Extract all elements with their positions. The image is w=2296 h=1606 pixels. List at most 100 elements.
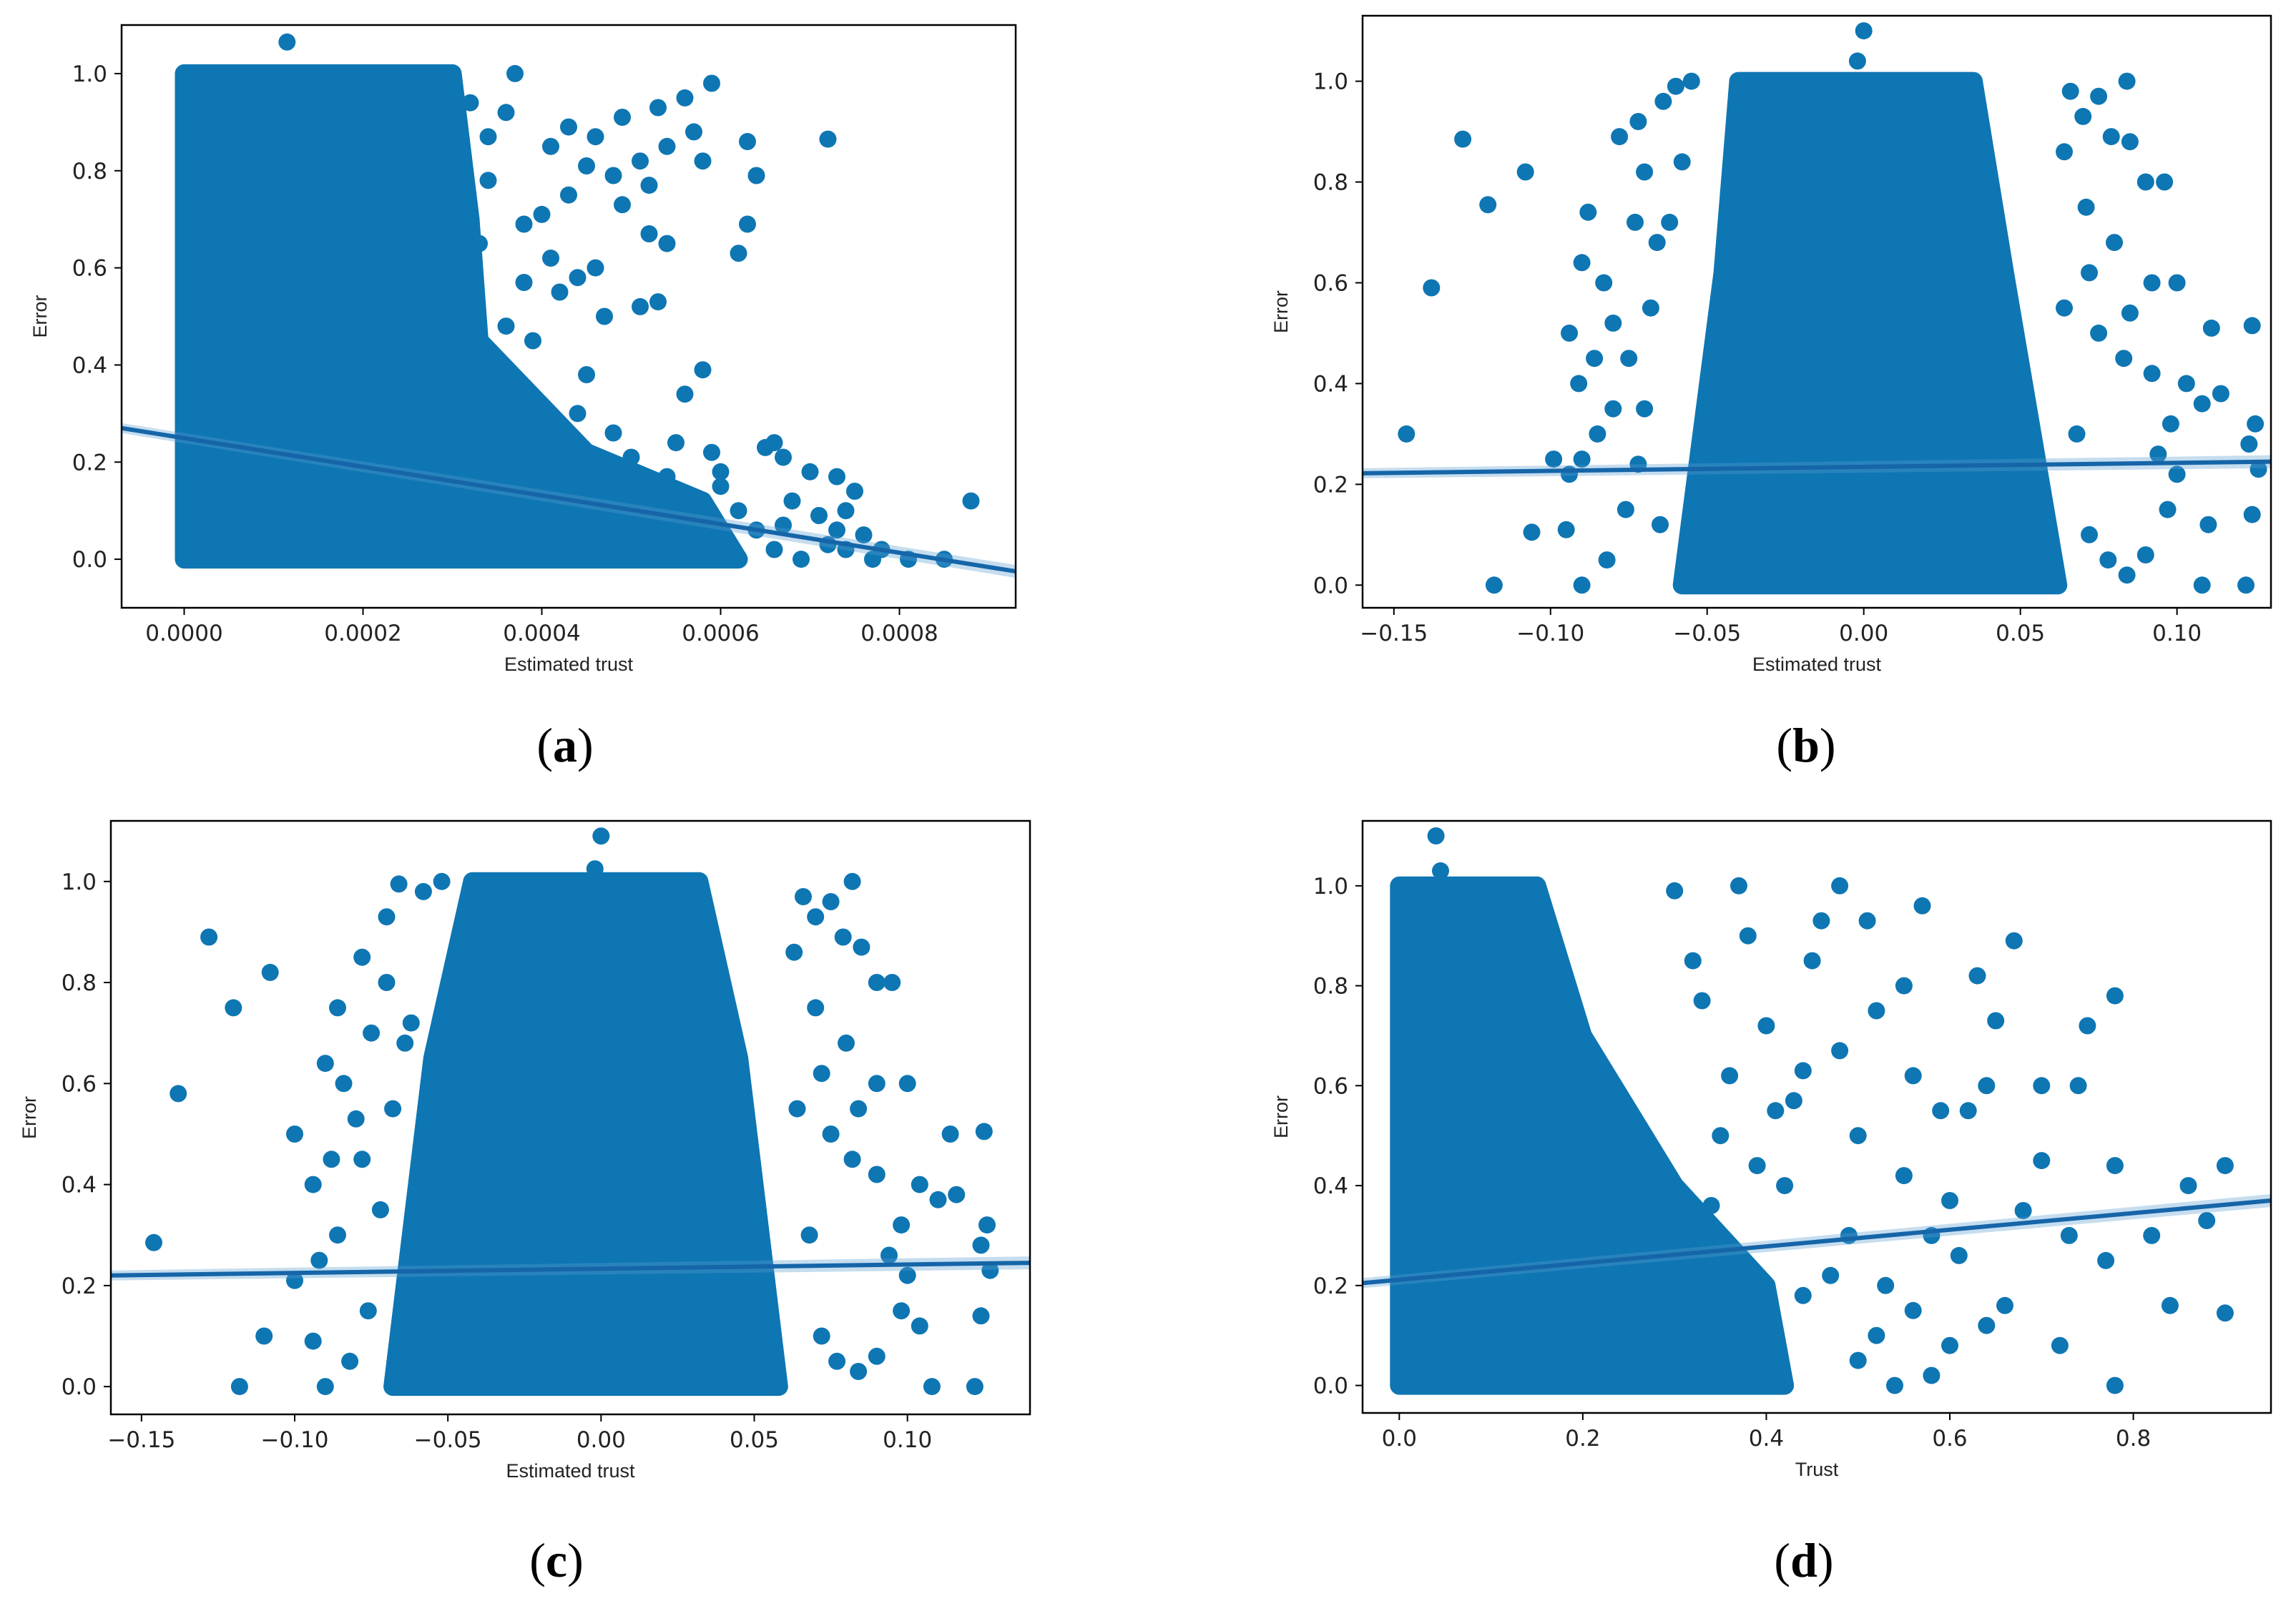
scatter-point xyxy=(596,473,613,491)
scatter-point xyxy=(898,1075,916,1093)
y-tick-label: 0.8 xyxy=(72,159,107,184)
scatter-point xyxy=(640,225,658,242)
scatter-point xyxy=(2074,107,2092,125)
x-tick-label: 0.0006 xyxy=(682,621,759,646)
scatter-point xyxy=(739,215,756,233)
scatter-point xyxy=(2179,1177,2197,1195)
x-tick-label: −0.10 xyxy=(261,1427,329,1453)
y-axis-title: Error xyxy=(1270,290,1292,333)
scatter-point xyxy=(2033,1077,2051,1095)
y-tick-label: 0.0 xyxy=(62,1374,97,1400)
scatter-point xyxy=(479,128,497,146)
scatter-point xyxy=(200,928,218,946)
scatter-point xyxy=(632,297,649,315)
scatter-point xyxy=(721,546,738,563)
scatter-point xyxy=(2081,526,2098,543)
scatter-point xyxy=(506,380,524,398)
scatter-point xyxy=(2159,501,2177,518)
caption-d: (d) xyxy=(1774,1533,1833,1587)
scatter-point xyxy=(1586,350,1604,368)
caption-c-letter: c xyxy=(546,1533,567,1587)
scatter-point xyxy=(2199,516,2217,533)
scatter-point xyxy=(793,551,810,568)
scatter-point xyxy=(560,118,577,136)
scatter-point xyxy=(1959,1102,1977,1120)
scatter-point xyxy=(2060,1226,2078,1244)
scatter-point xyxy=(685,521,702,539)
scatter-point xyxy=(2202,319,2220,337)
scatter-point xyxy=(739,133,756,150)
scatter-point xyxy=(2177,375,2195,393)
scatter-point xyxy=(347,1110,365,1128)
scatter-point xyxy=(1794,1062,1812,1080)
scatter-point xyxy=(1739,927,1757,945)
x-tick-label: 0.0000 xyxy=(145,621,222,646)
scatter-point xyxy=(453,375,470,393)
plot-frame xyxy=(120,24,1017,609)
scatter-point xyxy=(883,974,901,991)
scatter-point xyxy=(1545,450,1563,468)
scatter-point xyxy=(685,123,702,141)
scatter-point xyxy=(1604,400,1622,418)
scatter-point xyxy=(868,1166,885,1183)
scatter-point xyxy=(785,943,803,961)
scatter-point xyxy=(278,33,296,51)
x-tick-label: −0.15 xyxy=(1360,621,1428,646)
scatter-point xyxy=(2079,1017,2096,1035)
scatter-point xyxy=(1611,128,1629,146)
scatter-point xyxy=(2247,415,2265,433)
scatter-point xyxy=(2143,1226,2161,1244)
scatter-point xyxy=(2136,173,2154,191)
scatter-point xyxy=(497,104,515,122)
scatter-point xyxy=(225,999,242,1017)
scatter-point xyxy=(1693,992,1711,1010)
scatter-point xyxy=(461,94,479,112)
scatter-point xyxy=(667,434,685,452)
scatter-point xyxy=(551,283,569,301)
scatter-point xyxy=(864,551,881,568)
scatter-point xyxy=(1895,1167,1913,1185)
x-tick-label: 0.0 xyxy=(1382,1426,1417,1452)
y-tick-label: 0.0 xyxy=(1313,1374,1348,1399)
regression-line xyxy=(1363,1198,2271,1286)
scatter-point xyxy=(795,888,812,905)
scatter-point xyxy=(658,137,676,155)
scatter-point xyxy=(694,361,712,379)
scatter-point xyxy=(1570,375,1588,393)
y-tick-label: 0.8 xyxy=(62,970,97,996)
scatter-point xyxy=(2014,1202,2032,1219)
scatter-point xyxy=(443,259,461,277)
x-tick-label: 0.10 xyxy=(2152,621,2202,646)
scatter-point xyxy=(838,1034,855,1052)
y-tick-label: 0.2 xyxy=(1313,1274,1348,1299)
scatter-point xyxy=(2243,317,2261,335)
scatter-point xyxy=(1616,501,1634,518)
scatter-point xyxy=(923,1378,941,1396)
scatter-point xyxy=(2216,1157,2234,1175)
scatter-point xyxy=(978,1216,996,1234)
y-tick-label: 0.4 xyxy=(62,1173,97,1198)
scatter-point xyxy=(813,1065,830,1083)
scatter-point xyxy=(2193,576,2211,594)
scatter-point xyxy=(2237,576,2255,594)
scatter-point xyxy=(1604,314,1622,332)
y-tick-label: 1.0 xyxy=(1313,69,1348,95)
x-tick-label: −0.15 xyxy=(107,1427,175,1453)
caption-b-letter: b xyxy=(1792,718,1820,772)
scatter-point xyxy=(1666,882,1684,900)
x-tick-label: 0.0008 xyxy=(860,621,938,646)
scatter-point xyxy=(2161,1296,2179,1314)
y-axis-title: Error xyxy=(19,1096,40,1139)
x-tick-label: 0.00 xyxy=(1839,621,1888,646)
panel-b-scatter-plot: −0.15 −0.10 −0.05 0.00 0.05 0.10 0.0 0.2 0.4 0.6 0… xyxy=(1270,14,2272,675)
scatter-point xyxy=(1479,196,1497,214)
scatter-point xyxy=(1941,1192,1958,1209)
scatter-point xyxy=(868,1075,885,1093)
scatter-point xyxy=(800,1226,818,1244)
y-tick-label: 0.6 xyxy=(1313,1073,1348,1099)
scatter-point xyxy=(1557,521,1575,538)
scatter-point xyxy=(433,872,451,890)
x-tick-label: 0.0004 xyxy=(503,621,580,646)
scatter-point xyxy=(286,1125,303,1143)
y-axis-title: Error xyxy=(1270,1095,1292,1138)
